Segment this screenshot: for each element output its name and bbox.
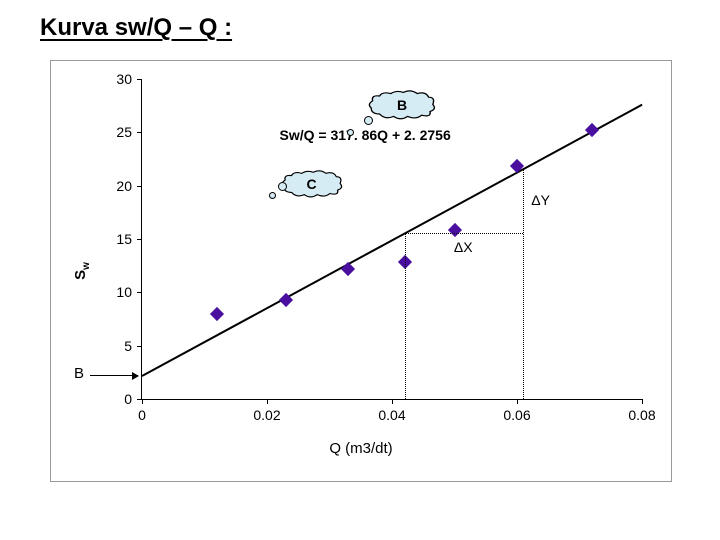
chart-container: Sw Q (m3/dt) 0 5 10 15 20 25 30 0 0.02 0.04 0.06 0.… bbox=[50, 60, 672, 482]
x-tick-label: 0 bbox=[138, 407, 146, 423]
cloud-pointer bbox=[278, 182, 287, 191]
page-title: Kurva sw/Q – Q : bbox=[40, 14, 232, 42]
x-tick bbox=[267, 399, 268, 404]
trend-line bbox=[142, 104, 643, 377]
x-tick bbox=[142, 399, 143, 404]
x-tick-label: 0.06 bbox=[503, 407, 530, 423]
plot-area: 05101520253000.020.040.060.08ΔYΔXSw/Q = … bbox=[141, 79, 642, 400]
delta-x-label: ΔX bbox=[454, 239, 473, 255]
intercept-label: B bbox=[74, 365, 84, 382]
x-tick-label: 0.04 bbox=[378, 407, 405, 423]
cloud-pointer bbox=[269, 192, 276, 199]
y-tick-label: 10 bbox=[116, 284, 132, 300]
data-point bbox=[210, 307, 224, 321]
data-point bbox=[447, 223, 461, 237]
x-tick-label: 0.08 bbox=[628, 407, 655, 423]
y-tick bbox=[137, 79, 142, 80]
delta-guide bbox=[405, 233, 524, 234]
y-tick-label: 25 bbox=[116, 124, 132, 140]
y-tick bbox=[137, 239, 142, 240]
cloud-pointer bbox=[364, 116, 373, 125]
data-point bbox=[341, 262, 355, 276]
y-tick-label: 0 bbox=[124, 391, 132, 407]
x-tick-label: 0.02 bbox=[253, 407, 280, 423]
y-tick-label: 15 bbox=[116, 231, 132, 247]
delta-guide bbox=[523, 168, 524, 399]
y-tick bbox=[137, 292, 142, 293]
x-tick bbox=[392, 399, 393, 404]
x-axis-label: Q (m3/dt) bbox=[329, 440, 392, 457]
cloud-callout: C bbox=[280, 170, 344, 198]
delta-y-label: ΔY bbox=[531, 192, 550, 208]
regression-equation: Sw/Q = 317. 86Q + 2. 2756 bbox=[280, 127, 451, 143]
delta-guide bbox=[405, 233, 406, 399]
y-tick bbox=[137, 186, 142, 187]
cloud-callout: B bbox=[367, 90, 437, 120]
y-axis-label: Sw bbox=[72, 262, 92, 280]
x-tick bbox=[517, 399, 518, 404]
y-tick-label: 20 bbox=[116, 178, 132, 194]
y-tick-label: 5 bbox=[124, 338, 132, 354]
y-tick-label: 30 bbox=[116, 71, 132, 87]
data-point bbox=[510, 159, 524, 173]
y-tick bbox=[137, 132, 142, 133]
intercept-arrow bbox=[90, 375, 138, 376]
y-tick bbox=[137, 346, 142, 347]
x-tick bbox=[642, 399, 643, 404]
